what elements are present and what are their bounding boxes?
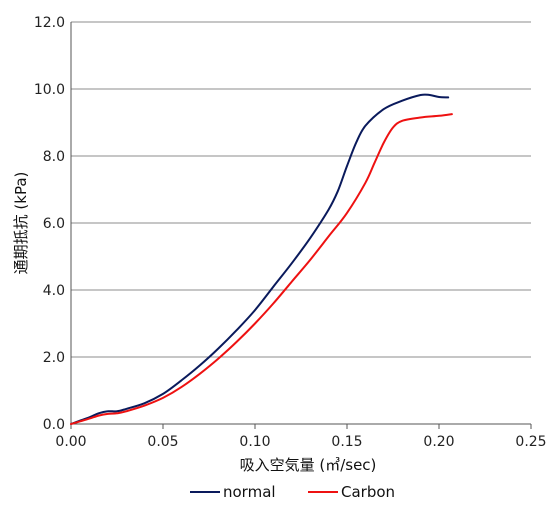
x-tick-label: 0.15	[331, 434, 362, 450]
series-lines	[70, 93, 453, 425]
y-tick-label: 6.0	[43, 216, 65, 232]
series-line-carbon	[70, 113, 453, 425]
x-tick-label: 0.00	[55, 434, 86, 450]
x-tick-label: 0.25	[515, 434, 546, 450]
x-tick-label: 0.05	[147, 434, 178, 450]
x-tick-labels: 0.00 0.05 0.10 0.15 0.20 0.25	[55, 434, 546, 450]
y-tick-label: 10.0	[34, 82, 65, 98]
y-tick-label: 0.0	[43, 417, 65, 433]
x-tick-label: 0.10	[239, 434, 270, 450]
x-axis-label: 吸入空気量 (㎥/sec)	[240, 456, 377, 474]
y-tick-label: 8.0	[43, 149, 65, 165]
legend: normal Carbon	[190, 483, 395, 501]
series-line-normal	[70, 93, 450, 425]
y-tick-label: 4.0	[43, 283, 65, 299]
y-tick-label: 2.0	[43, 350, 65, 366]
y-axis-label: 通期抵抗 (kPa)	[12, 172, 30, 275]
grid-lines	[71, 21, 531, 358]
y-tick-labels: 0.0 2.0 4.0 6.0 8.0 10.0 12.0	[34, 15, 65, 433]
axes	[70, 22, 532, 429]
y-tick-label: 12.0	[34, 15, 65, 31]
legend-label-normal: normal	[223, 483, 276, 501]
x-tick-label: 0.20	[423, 434, 454, 450]
legend-label-carbon: Carbon	[341, 483, 395, 501]
